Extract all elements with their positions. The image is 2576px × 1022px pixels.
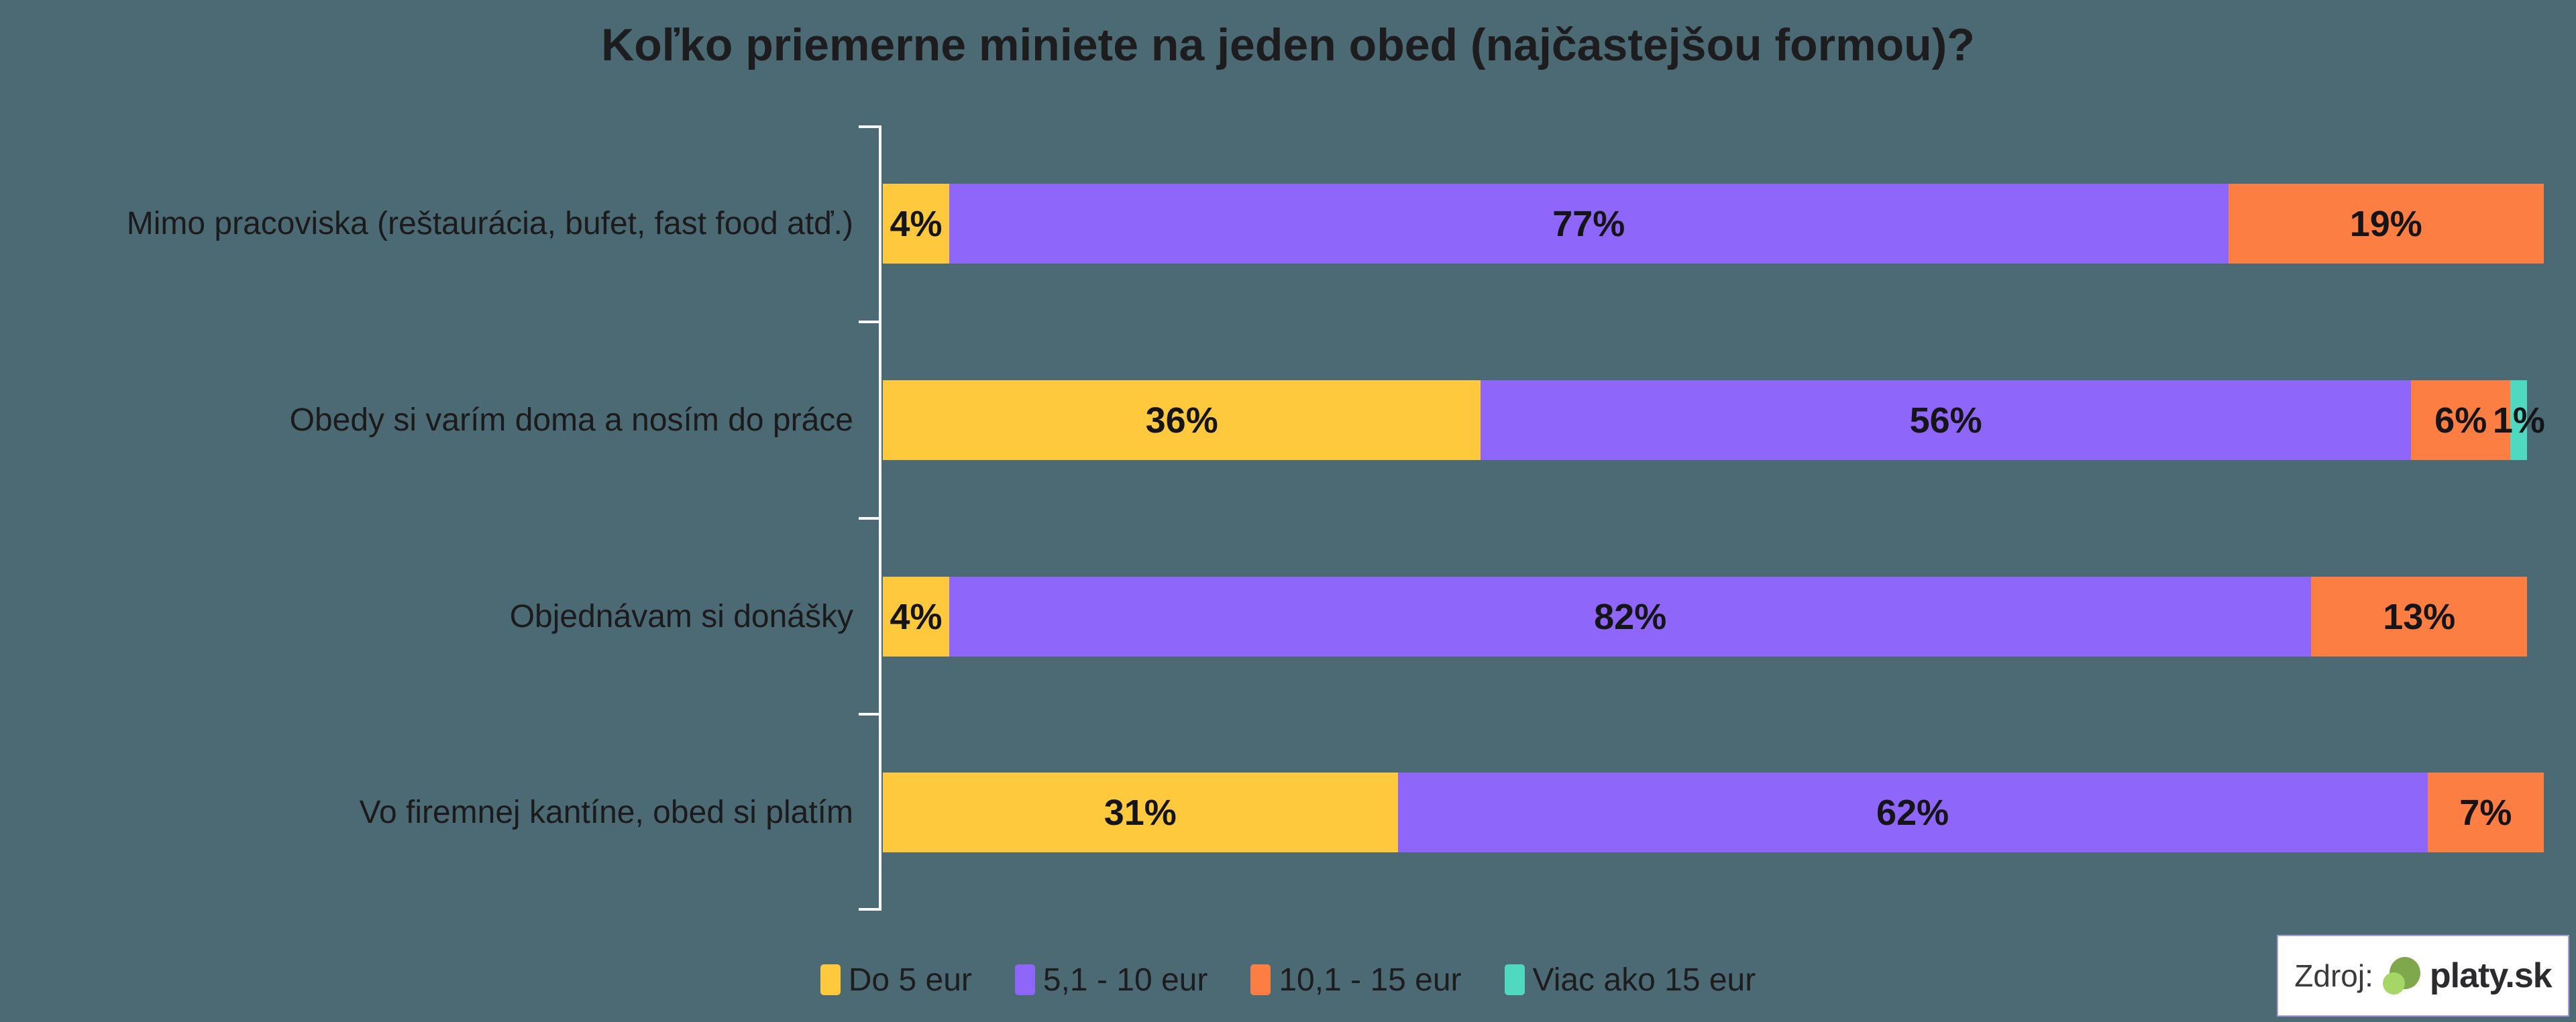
bar-segment-do5: 4% (883, 577, 950, 657)
y-axis-tick (859, 517, 880, 520)
bar-segment-do5: 4% (883, 184, 950, 264)
stacked-bar: 4% 82% 13% (883, 577, 2544, 657)
category-label: Obedy si varím doma a nosím do práce (289, 402, 853, 438)
stacked-bar: 4% 77% 19% (883, 184, 2544, 264)
bar-value-label: 1% (2492, 400, 2545, 441)
legend-item-viac15: Viac ako 15 eur (1504, 962, 1756, 999)
legend-swatch-icon (1014, 964, 1035, 995)
legend-swatch-icon (820, 964, 841, 995)
legend-swatch-icon (1504, 964, 1525, 995)
legend-label: Do 5 eur (848, 962, 972, 998)
bar-row: Objednávam si donášky 4% 82% 13% (0, 518, 2576, 715)
legend-item-5-10: 5,1 - 10 eur (1014, 962, 1208, 999)
legend-label: 10,1 - 15 eur (1279, 962, 1462, 998)
chart-title: Koľko priemerne miniete na jeden obed (n… (601, 19, 1975, 70)
bar-segment-do5: 31% (883, 773, 1398, 852)
bar-row: Vo firemnej kantíne, obed si platím 31% … (0, 714, 2576, 911)
bar-value-label: 4% (890, 596, 943, 637)
bar-value-label: 82% (1594, 596, 1667, 637)
plot-area: Mimo pracoviska (reštaurácia, bufet, fas… (0, 125, 2576, 911)
source-attribution-box: Zdroj: platy.sk (2277, 935, 2569, 1017)
category-label: Mimo pracoviska (reštaurácia, bufet, fas… (126, 206, 853, 241)
category-label: Vo firemnej kantíne, obed si platím (359, 795, 853, 830)
legend-swatch-icon (1250, 964, 1271, 995)
bar-segment-10-15: 6% (2410, 380, 2511, 460)
bar-value-label: 13% (2383, 596, 2456, 637)
bar-row: Mimo pracoviska (reštaurácia, bufet, fas… (0, 125, 2576, 322)
bar-segment-viac15: 1% (2493, 380, 2545, 460)
legend-item-do5: Do 5 eur (820, 962, 972, 999)
bar-segment-5-10: 77% (949, 184, 2229, 264)
bar-value-label: 77% (1552, 203, 1625, 244)
source-brand-label: platy.sk (2429, 956, 2553, 995)
y-axis-line (859, 125, 881, 911)
bar-segment-5-10: 62% (1397, 773, 2428, 852)
platy-sk-logo-icon (2382, 957, 2420, 995)
legend: Do 5 eur 5,1 - 10 eur 10,1 - 15 eur Viac… (0, 955, 2576, 1005)
y-axis-tick (859, 908, 880, 911)
y-axis-tick (859, 125, 880, 128)
legend-label: 5,1 - 10 eur (1042, 962, 1208, 998)
bar-value-label: 4% (890, 203, 943, 244)
legend-label: Viac ako 15 eur (1532, 962, 1756, 998)
y-axis-tick (859, 713, 880, 716)
bar-value-label: 36% (1145, 400, 1218, 441)
stacked-bar: 36% 56% 6% 1% (883, 380, 2545, 460)
bar-segment-10-15: 7% (2427, 773, 2544, 852)
category-label: Objednávam si donášky (509, 599, 853, 634)
bar-value-label: 7% (2459, 792, 2512, 833)
bar-segment-do5: 36% (883, 380, 1481, 460)
bar-segment-10-15: 13% (2311, 577, 2528, 657)
stacked-bar: 31% 62% 7% (883, 773, 2544, 852)
bar-value-label: 6% (2434, 400, 2487, 441)
source-prefix-label: Zdroj: (2294, 958, 2373, 993)
y-axis-tick (859, 321, 880, 323)
bar-segment-10-15: 19% (2228, 184, 2544, 264)
bar-value-label: 31% (1104, 792, 1177, 833)
logo-circle-light (2382, 972, 2405, 995)
bar-value-label: 56% (1909, 400, 1982, 441)
legend-item-10-15: 10,1 - 15 eur (1250, 962, 1462, 999)
bar-value-label: 19% (2349, 203, 2422, 244)
bar-value-label: 62% (1876, 792, 1949, 833)
bar-segment-5-10: 82% (949, 577, 2312, 657)
bar-segment-5-10: 56% (1481, 380, 2411, 460)
bar-row: Obedy si varím doma a nosím do práce 36%… (0, 322, 2576, 518)
